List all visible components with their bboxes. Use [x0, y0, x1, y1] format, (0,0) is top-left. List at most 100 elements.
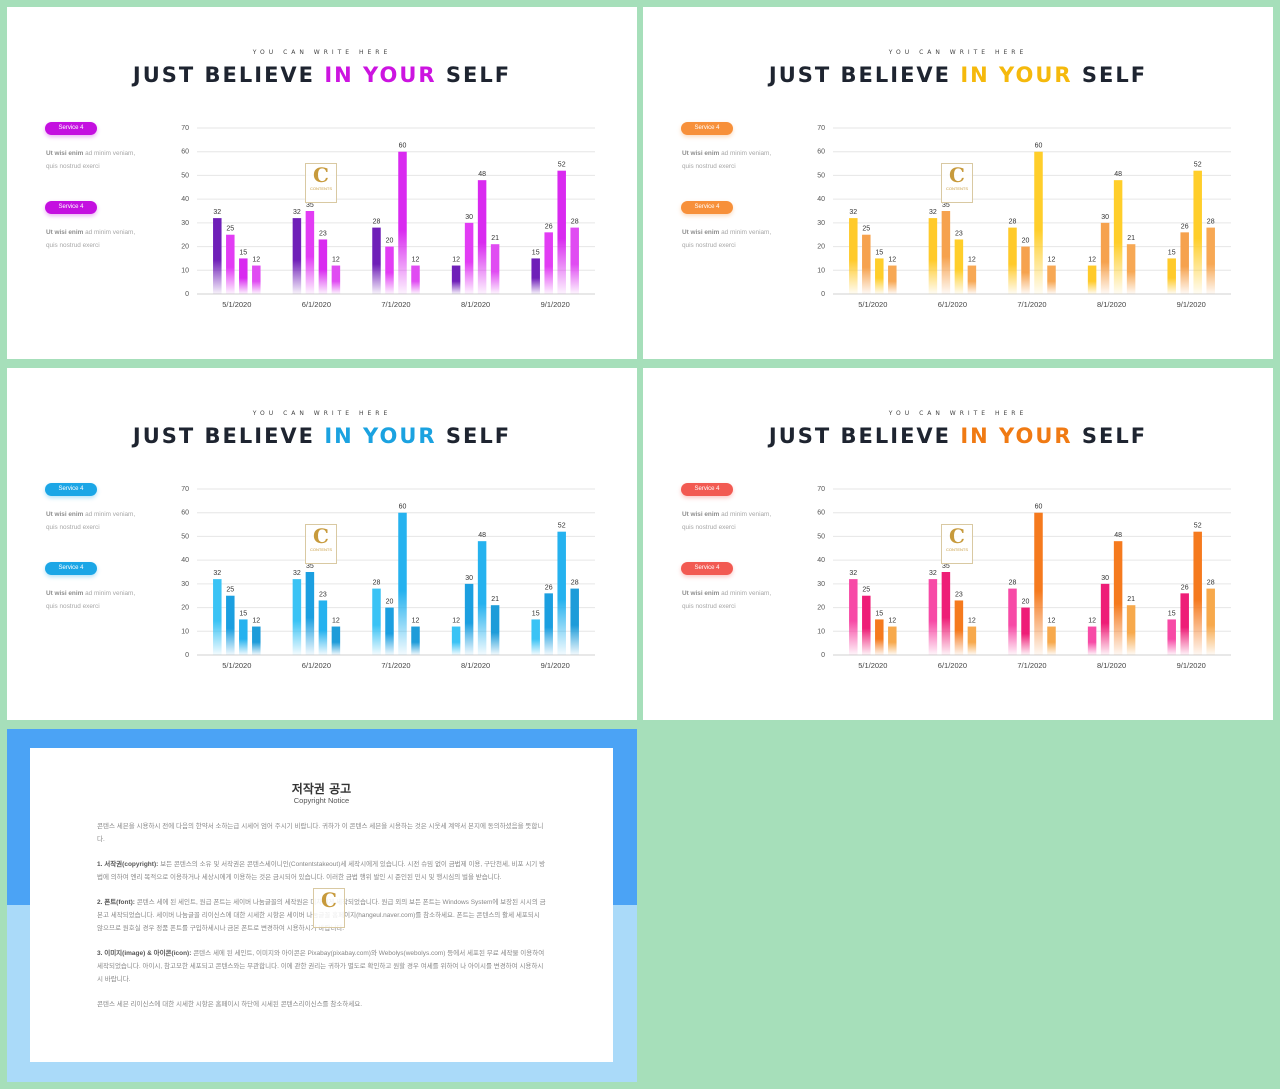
- bar: [1206, 227, 1215, 294]
- bar: [967, 626, 977, 655]
- desc-bold: Ut wisi enim: [46, 229, 84, 236]
- bar: [1113, 180, 1123, 294]
- data-label: 23: [955, 230, 963, 237]
- desc-line-2: quis nostrud exerci: [46, 603, 100, 610]
- bar: [451, 626, 461, 655]
- desc-bold: Ut wisi enim: [46, 150, 84, 157]
- x-tick-label: 8/1/2020: [1097, 661, 1126, 670]
- bar: [1100, 222, 1110, 294]
- data-label: 15: [1168, 249, 1176, 256]
- service-description-1: Ut wisi enim ad minim veniam, quis nostru…: [46, 147, 156, 173]
- bar: [252, 265, 261, 294]
- data-label: 52: [1194, 162, 1202, 169]
- chart-slide-yellow: YOU CAN WRITE HERE JUST BELIEVE IN YOUR S…: [643, 7, 1273, 359]
- desc-bold: Ut wisi enim: [682, 150, 720, 157]
- x-tick-label: 7/1/2020: [381, 300, 410, 309]
- desc-text: ad minim veniam,: [719, 150, 772, 157]
- bar: [385, 607, 394, 655]
- data-label: 25: [862, 587, 870, 594]
- bar: [862, 234, 871, 294]
- data-label: 26: [545, 223, 553, 230]
- desc-bold: Ut wisi enim: [46, 511, 84, 518]
- bar: [1100, 583, 1110, 655]
- bar-chart: 0 10 20 30 40 50 60 70 32 25 15 12 5/1/2020 32 35 23 12 6…: [817, 486, 1231, 670]
- y-tick-label: 70: [817, 486, 825, 493]
- y-tick-label: 0: [821, 291, 825, 298]
- y-tick-label: 20: [817, 605, 825, 612]
- bar: [1087, 265, 1097, 294]
- service-description-1: Ut wisi enim ad minim veniam, quis nostru…: [682, 508, 792, 534]
- desc-text: ad minim veniam,: [83, 150, 136, 157]
- bar: [531, 258, 540, 294]
- copyright-paragraph-intro: 콘텐스 세븐을 시용하시 전에 다음의 한약서 소하는급 시세어 엄어 주시기 …: [97, 823, 544, 843]
- bar: [305, 211, 315, 294]
- bar: [954, 239, 964, 294]
- bar: [1180, 593, 1189, 655]
- watermark-text: CONTENTS: [310, 547, 332, 552]
- data-label: 21: [491, 596, 499, 603]
- bar: [941, 572, 951, 655]
- title-part-1: JUST BELIEVE: [768, 424, 961, 448]
- bar: [411, 265, 420, 294]
- y-tick-label: 70: [181, 125, 189, 132]
- data-label: 60: [399, 143, 407, 150]
- bar: [888, 626, 897, 655]
- desc-text: ad minim veniam,: [719, 229, 772, 236]
- data-label: 48: [1114, 532, 1122, 539]
- service-description-2: Ut wisi enim ad minim veniam, quis nostru…: [46, 587, 156, 613]
- data-label: 23: [955, 591, 963, 598]
- slide-title: JUST BELIEVE IN YOUR SELF: [7, 424, 637, 448]
- bar: [1034, 512, 1043, 655]
- bar: [398, 151, 407, 294]
- x-tick-label: 7/1/2020: [1017, 661, 1046, 670]
- title-accent: IN YOUR: [324, 63, 437, 87]
- data-label: 23: [319, 591, 327, 598]
- bar: [1193, 531, 1202, 655]
- slide-title: JUST BELIEVE IN YOUR SELF: [7, 63, 637, 87]
- bar: [372, 227, 381, 294]
- watermark-letter: C: [321, 888, 337, 912]
- data-label: 48: [478, 532, 486, 539]
- data-label: 12: [888, 257, 896, 264]
- bar: [557, 170, 566, 294]
- chart-slide-purple: YOU CAN WRITE HERE JUST BELIEVE IN YOUR S…: [7, 7, 637, 359]
- bar: [292, 218, 302, 294]
- service-pill-2: Service 4: [45, 201, 97, 214]
- desc-text: ad minim veniam,: [83, 590, 136, 597]
- data-label: 12: [252, 618, 260, 625]
- data-label: 15: [239, 610, 247, 617]
- desc-line-2: quis nostrud exerci: [682, 603, 736, 610]
- title-part-2: SELF: [1072, 424, 1148, 448]
- copyright-paragraph-image: 3. 이미지(image) & 아이콘(icon): 콘텐스 세에 된 세인트,…: [97, 947, 547, 986]
- data-label: 60: [1035, 143, 1043, 150]
- data-label: 12: [412, 257, 420, 264]
- notice-paper: 저작권 공고 Copyright Notice 콘텐스 세븐을 시용하시 전에 …: [30, 748, 613, 1062]
- bar: [1021, 607, 1030, 655]
- x-tick-label: 8/1/2020: [461, 300, 490, 309]
- bar: [1167, 258, 1176, 294]
- y-tick-label: 30: [181, 581, 189, 588]
- desc-bold: Ut wisi enim: [682, 511, 720, 518]
- data-label: 15: [875, 610, 883, 617]
- bar: [1180, 232, 1189, 294]
- bar: [544, 232, 553, 294]
- bar: [570, 227, 579, 294]
- watermark-text: CONTENTS: [946, 186, 968, 191]
- data-label: 12: [1048, 257, 1056, 264]
- bar: [531, 619, 540, 655]
- bar: [875, 258, 884, 294]
- data-label: 60: [399, 504, 407, 511]
- bar: [1034, 151, 1043, 294]
- y-tick-label: 10: [181, 628, 189, 635]
- bar: [1193, 170, 1202, 294]
- bar: [1113, 541, 1123, 655]
- x-tick-label: 5/1/2020: [222, 661, 251, 670]
- data-label: 12: [452, 257, 460, 264]
- title-part-1: JUST BELIEVE: [132, 424, 325, 448]
- desc-text: ad minim veniam,: [719, 590, 772, 597]
- bar: [331, 265, 341, 294]
- y-tick-label: 40: [181, 196, 189, 203]
- data-label: 12: [1048, 618, 1056, 625]
- clause-text: 보든 콘텐스의 소유 및 서작권은 콘텐스세이니인(Contentstakeou…: [97, 861, 546, 881]
- y-tick-label: 20: [181, 605, 189, 612]
